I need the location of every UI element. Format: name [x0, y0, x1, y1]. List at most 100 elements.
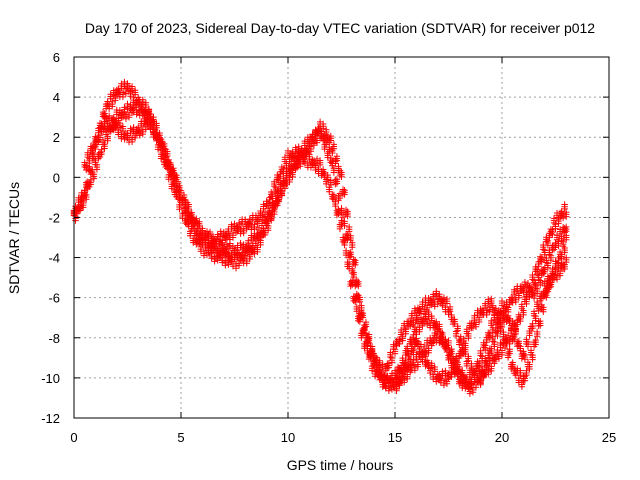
y-tick-label: -6	[48, 291, 60, 306]
data-point-marker	[194, 224, 202, 232]
data-point-marker	[246, 247, 253, 255]
data-point-marker	[451, 361, 458, 369]
data-point-marker	[491, 360, 498, 367]
data-point-marker	[561, 205, 568, 213]
data-point-marker	[176, 186, 183, 194]
data-point-marker	[396, 380, 403, 388]
data-point-marker	[414, 342, 422, 350]
data-point-marker	[439, 372, 446, 380]
data-point-marker	[133, 111, 140, 118]
data-point-marker	[515, 342, 523, 349]
data-point-marker	[344, 212, 351, 220]
data-point-marker	[413, 339, 420, 347]
data-point-marker	[95, 155, 102, 162]
data-point-marker	[422, 362, 429, 370]
data-point-marker	[86, 167, 93, 175]
data-point-marker	[546, 234, 553, 241]
data-point-marker	[494, 314, 501, 321]
data-point-marker	[81, 163, 88, 171]
data-point-marker	[488, 367, 495, 375]
y-tick-label: -4	[48, 251, 60, 266]
data-point-marker	[483, 362, 490, 370]
data-point-marker	[529, 291, 536, 299]
data-point-marker	[480, 343, 487, 351]
data-point-marker	[561, 229, 568, 236]
data-point-marker	[524, 343, 532, 350]
data-point-marker	[235, 262, 243, 269]
data-point-marker	[267, 216, 275, 223]
data-point-marker	[257, 241, 264, 249]
data-point-marker	[157, 155, 165, 162]
data-point-marker	[203, 243, 211, 251]
data-point-marker	[477, 380, 484, 387]
data-point-marker	[136, 132, 143, 139]
data-point-marker	[445, 375, 452, 382]
data-point-marker	[274, 176, 281, 183]
data-point-marker	[523, 371, 530, 379]
data-point-marker	[423, 320, 431, 328]
data-point-marker	[540, 308, 547, 316]
data-point-marker	[480, 373, 487, 380]
data-point-marker	[521, 356, 529, 363]
data-point-marker	[547, 230, 555, 237]
data-point-marker	[498, 323, 506, 331]
data-point-marker	[443, 300, 451, 307]
data-point-marker	[246, 255, 253, 263]
data-point-marker	[99, 128, 107, 135]
data-point-marker	[563, 236, 570, 243]
data-point-marker	[358, 313, 365, 320]
data-point-marker	[546, 284, 553, 291]
data-point-marker	[440, 381, 448, 389]
data-point-marker	[535, 307, 542, 314]
data-point-marker	[552, 268, 559, 276]
data-point-marker	[200, 252, 208, 259]
series-track-7	[391, 254, 570, 395]
data-point-marker	[222, 250, 229, 257]
y-axis-label: SDTVAR / TECUs	[6, 182, 22, 294]
data-point-marker	[147, 126, 154, 133]
data-point-marker	[468, 384, 475, 391]
data-point-marker	[159, 143, 166, 150]
data-point-marker	[297, 162, 304, 170]
data-point-marker	[79, 204, 87, 211]
data-point-marker	[330, 169, 338, 176]
data-point-marker	[109, 103, 116, 110]
data-point-marker	[529, 324, 536, 332]
data-point-marker	[495, 355, 503, 362]
data-point-marker	[436, 339, 443, 346]
data-point-marker	[232, 265, 240, 272]
data-point-marker	[436, 376, 443, 383]
data-point-marker	[89, 149, 96, 156]
data-point-marker	[115, 90, 122, 97]
data-point-marker	[511, 290, 518, 298]
data-point-marker	[196, 235, 203, 243]
data-point-marker	[229, 234, 237, 241]
data-point-marker	[297, 153, 304, 161]
data-point-marker	[547, 283, 555, 290]
data-point-marker	[228, 254, 235, 261]
data-point-marker	[400, 379, 408, 386]
data-point-marker	[509, 299, 516, 306]
data-point-marker	[170, 181, 177, 188]
data-point-marker	[558, 264, 565, 271]
data-point-marker	[459, 350, 466, 357]
data-point-marker	[556, 214, 564, 221]
data-point-marker	[555, 220, 562, 227]
data-point-marker	[445, 311, 452, 318]
data-point-marker	[428, 342, 435, 349]
data-point-marker	[292, 165, 299, 173]
data-point-marker	[355, 317, 362, 324]
data-point-marker	[550, 219, 558, 227]
data-point-marker	[391, 379, 399, 387]
data-point-marker	[495, 311, 503, 318]
data-marks	[70, 78, 570, 397]
data-point-marker	[497, 327, 504, 335]
data-point-marker	[112, 97, 119, 104]
data-point-marker	[449, 360, 457, 367]
axis-ticks: 0 5 10 15 20 25 -12 -10 -8 -6 -4 -2 0 2 4 6	[41, 50, 616, 445]
data-point-marker	[119, 93, 127, 101]
data-point-marker	[333, 157, 341, 164]
data-point-marker	[391, 350, 399, 357]
data-point-marker	[127, 129, 134, 137]
data-point-marker	[104, 137, 111, 145]
